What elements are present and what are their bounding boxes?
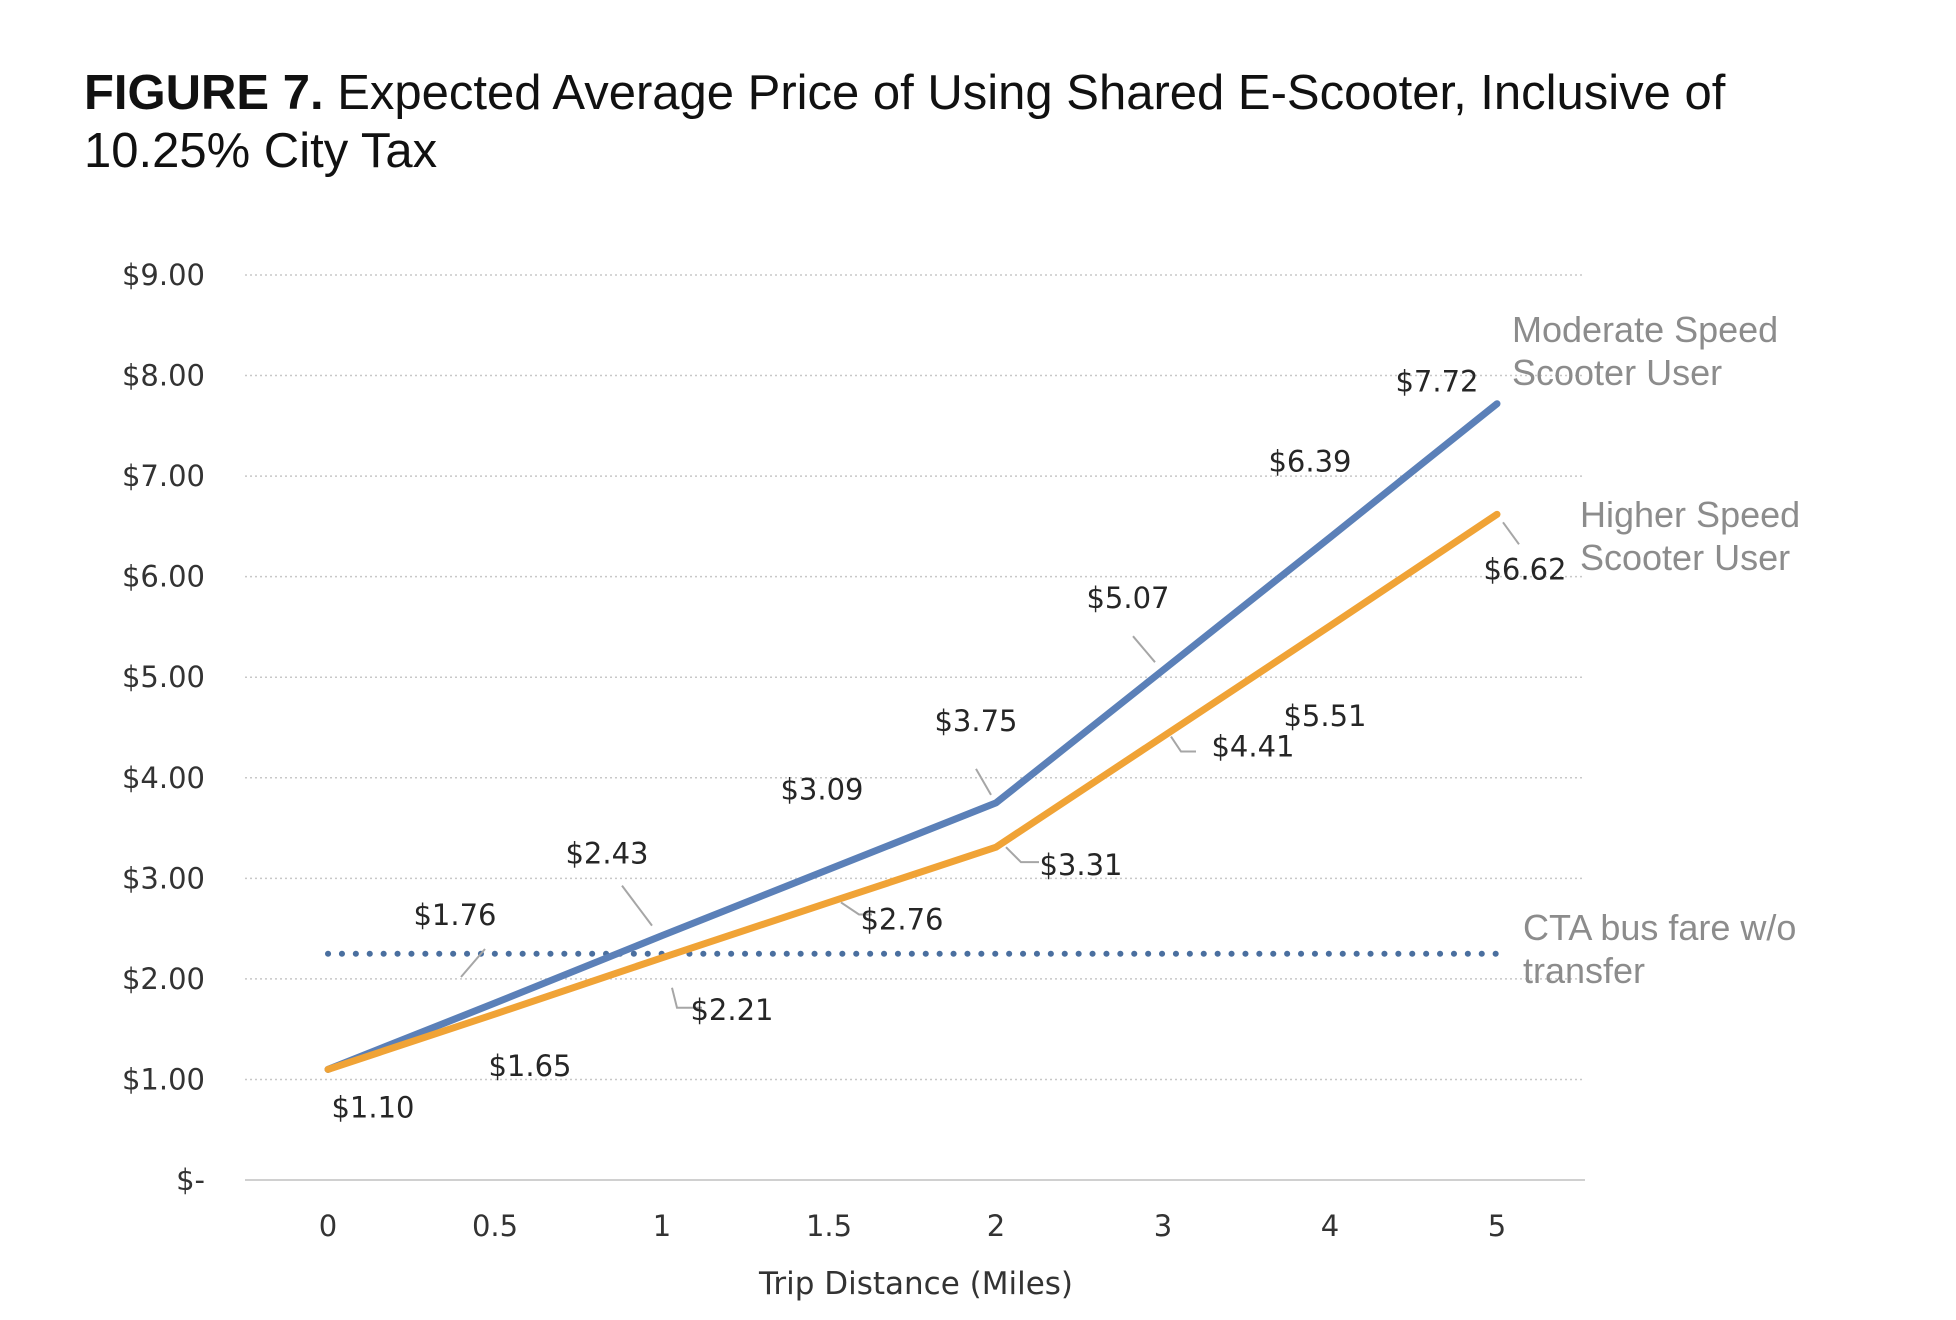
y-tick-label: $2.00 <box>122 962 205 996</box>
leader-line <box>1502 521 1520 545</box>
data-label: $2.76 <box>860 902 943 936</box>
series-lines <box>324 400 1501 1073</box>
y-tick-label: $3.00 <box>122 861 205 895</box>
data-label: $1.10 <box>331 1090 414 1124</box>
leader-line <box>840 901 872 916</box>
data-label-leaders <box>460 521 1520 1009</box>
series-line-moderate-speed <box>324 400 1501 1073</box>
data-label: $3.09 <box>780 772 863 806</box>
x-axis-title: Trip Distance (Miles) <box>758 1266 1073 1302</box>
figure-title: FIGURE 7. Expected Average Price of Usin… <box>84 64 1904 180</box>
leader-line <box>975 768 992 796</box>
data-label: $3.75 <box>934 704 1017 738</box>
series-name-label: Higher Speed Scooter User <box>1580 494 1800 578</box>
y-tick-label: $9.00 <box>122 258 205 292</box>
figure-label: FIGURE 7. <box>84 66 324 120</box>
data-label: $1.65 <box>488 1049 571 1083</box>
x-tick-label: 5 <box>1488 1209 1506 1243</box>
y-tick-label: $1.00 <box>122 1062 205 1096</box>
leader-line <box>671 987 702 1009</box>
y-tick-label: $8.00 <box>122 359 205 393</box>
x-axis-tick-labels: 0 0.5 1 1.5 2 3 4 5 <box>319 1209 1506 1243</box>
y-tick-label: $- <box>176 1163 205 1197</box>
leader-line <box>621 885 653 927</box>
series-name-label: Moderate Speed Scooter User <box>1512 309 1778 393</box>
data-labels: $1.76 $2.43 $3.09 $3.75 $5.07 $6.39 $7.72 $1.10… <box>331 365 1566 1125</box>
data-label: $5.51 <box>1283 699 1366 733</box>
y-tick-label: $6.00 <box>122 560 205 594</box>
data-label: $3.31 <box>1039 848 1122 882</box>
x-tick-label: 1.5 <box>806 1209 852 1243</box>
data-label: $4.41 <box>1211 730 1294 764</box>
leader-line <box>1005 846 1039 864</box>
data-label: $1.76 <box>413 898 496 932</box>
y-axis-tick-labels: $- $1.00 $2.00 $3.00 $4.00 $5.00 $6.00 $7.00 $8.… <box>122 258 205 1197</box>
figure-title-text: Expected Average Price of Using Shared E… <box>84 66 1726 178</box>
leader-line <box>1170 735 1196 753</box>
series-name-label: CTA bus fare w/o transfer <box>1523 907 1796 991</box>
data-label: $6.62 <box>1483 552 1566 586</box>
data-label: $7.72 <box>1395 365 1478 399</box>
leader-line <box>1132 635 1156 663</box>
y-tick-label: $7.00 <box>122 459 205 493</box>
data-label: $5.07 <box>1086 581 1169 615</box>
x-tick-label: 1 <box>653 1209 671 1243</box>
data-label: $6.39 <box>1268 444 1351 478</box>
x-tick-label: 0 <box>319 1209 337 1243</box>
series-name-labels: Moderate Speed Scooter User Higher Speed Sc… <box>1512 309 1800 991</box>
gridlines <box>245 274 1585 1181</box>
x-tick-label: 3 <box>1154 1209 1172 1243</box>
leader-line <box>460 948 486 978</box>
x-tick-label: 0.5 <box>472 1209 518 1243</box>
y-tick-label: $5.00 <box>122 660 205 694</box>
x-tick-label: 4 <box>1321 1209 1339 1243</box>
data-label: $2.43 <box>565 837 648 871</box>
series-line-higher-speed <box>324 510 1501 1073</box>
data-label: $2.21 <box>690 993 773 1027</box>
y-tick-label: $4.00 <box>122 761 205 795</box>
x-tick-label: 2 <box>987 1209 1005 1243</box>
